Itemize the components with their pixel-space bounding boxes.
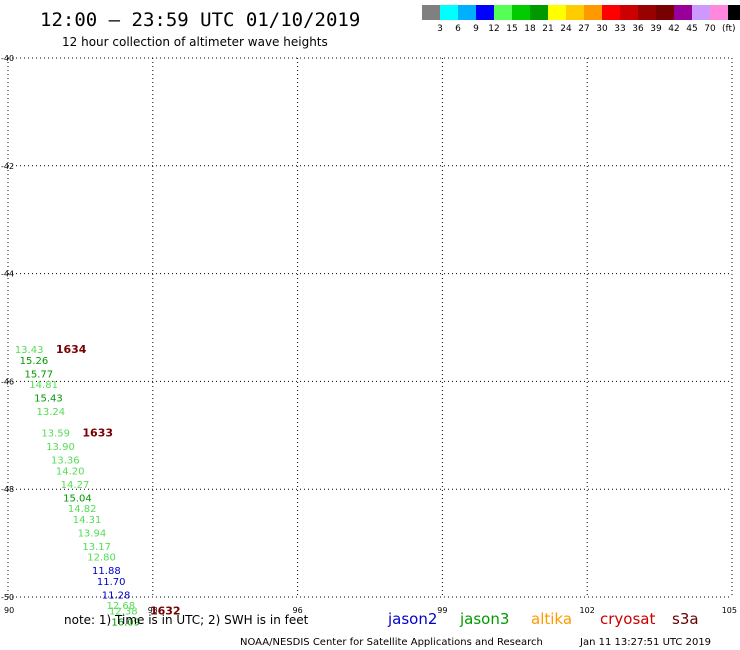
legend-swatch — [476, 5, 494, 20]
legend-bin-label: 15 — [506, 24, 517, 34]
legend-bin-label: 30 — [596, 24, 608, 34]
legend-swatch — [548, 5, 566, 20]
swh-value: 14.27 — [61, 480, 90, 491]
satellite-jason3: jason3 — [459, 610, 509, 628]
color-legend: 3 6 9 12 15 18 21 24 27 30 33 36 39 42 45 70 (ft) — [422, 5, 740, 34]
chart-title: 12:00 – 23:59 UTC 01/10/2019 — [40, 9, 360, 31]
swh-value: 14.20 — [56, 466, 85, 477]
x-axis-tick-labels: 90 93 96 99 102 105 — [4, 606, 737, 615]
legend-swatch — [638, 5, 656, 20]
y-tick-label: -40 — [1, 54, 14, 63]
swh-value: 15.26 — [20, 356, 49, 367]
x-tick-label: 105 — [722, 606, 737, 615]
swh-value: 11.70 — [97, 577, 126, 588]
x-tick-label: 99 — [437, 606, 447, 615]
legend-bin-label: 12 — [488, 24, 499, 34]
legend-swatch — [692, 5, 710, 20]
legend-swatch — [656, 5, 674, 20]
pass-time: 1634 — [56, 343, 87, 356]
y-tick-label: -42 — [1, 162, 14, 171]
swh-value: 13.36 — [51, 456, 80, 467]
swh-value: 11.88 — [92, 566, 121, 577]
chart-subtitle: 12 hour collection of altimeter wave hei… — [62, 35, 328, 49]
legend-swatch — [620, 5, 638, 20]
generated-timestamp: Jan 11 13:27:51 UTC 2019 — [579, 637, 711, 648]
swh-value: 12.38 — [109, 606, 138, 617]
swh-value: 16.09 — [111, 617, 140, 628]
swh-value: 13.59 — [41, 429, 70, 440]
legend-swatch — [530, 5, 548, 20]
grid — [7, 57, 733, 598]
legend-swatch — [422, 5, 440, 20]
swh-value: 13.17 — [82, 542, 111, 553]
satellite-cryosat: cryosat — [600, 610, 655, 628]
x-tick-label: 102 — [580, 606, 595, 615]
legend-bin-label: 45 — [686, 24, 697, 34]
legend-bin-label: 9 — [473, 24, 479, 34]
pass-time: 1632 — [150, 604, 181, 617]
swh-value: 12.80 — [87, 553, 116, 564]
swh-value: 13.43 — [15, 345, 44, 356]
y-tick-label: -46 — [1, 377, 14, 386]
swh-value: 12.68 — [107, 601, 136, 612]
x-tick-label: 93 — [148, 606, 158, 615]
legend-bin-label: 42 — [668, 24, 679, 34]
legend-bin-label: 70 — [704, 24, 716, 34]
y-tick-label: -50 — [1, 593, 14, 602]
legend-swatch — [710, 5, 728, 20]
legend-swatch — [674, 5, 692, 20]
satellite-altika: altika — [531, 610, 572, 628]
legend-bin-label: 33 — [614, 24, 625, 34]
legend-swatch — [494, 5, 512, 20]
y-axis-tick-labels: -40 -42 -44 -46 -48 -50 — [1, 54, 14, 602]
legend-bin-label: 21 — [542, 24, 553, 34]
legend-bin-label: 3 — [437, 24, 443, 34]
legend-bin-label: 36 — [632, 24, 644, 34]
legend-swatch — [602, 5, 620, 20]
satellite-legend: jason2 jason3 altika cryosat s3a — [387, 610, 699, 628]
swh-value: 15.77 — [24, 369, 53, 380]
swh-value: 11.28 — [102, 590, 131, 601]
legend-swatch — [584, 5, 602, 20]
legend-swatch — [458, 5, 476, 20]
legend-bin-label: 39 — [650, 24, 662, 34]
swh-value: 14.82 — [68, 504, 97, 515]
swh-value: 13.90 — [46, 442, 75, 453]
swh-value: 15.04 — [63, 493, 92, 504]
y-tick-label: -44 — [1, 270, 14, 279]
legend-unit: (ft) — [722, 24, 736, 34]
x-tick-label: 90 — [4, 606, 14, 615]
x-tick-label: 96 — [293, 606, 303, 615]
y-tick-label: -48 — [1, 485, 14, 494]
legend-bin-label: 18 — [524, 24, 536, 34]
pass-time-labels: 1634 1633 1632 — [56, 343, 181, 617]
swh-value: 13.94 — [78, 528, 107, 539]
swh-value: 13.24 — [37, 407, 66, 418]
legend-bin-label: 24 — [560, 24, 572, 34]
swh-value: 14.81 — [29, 380, 58, 391]
units-note: note: 1) Time is in UTC; 2) SWH is in fe… — [64, 613, 309, 627]
legend-swatch — [566, 5, 584, 20]
swh-value: 15.43 — [34, 394, 63, 405]
legend-bin-label: 6 — [455, 24, 461, 34]
pass-time: 1633 — [82, 427, 113, 440]
legend-swatch — [440, 5, 458, 20]
legend-swatch — [728, 5, 740, 20]
satellite-s3a: s3a — [672, 610, 699, 628]
legend-swatch — [512, 5, 530, 20]
credit-text: NOAA/NESDIS Center for Satellite Applica… — [240, 637, 543, 648]
legend-bin-label: 27 — [578, 24, 589, 34]
swh-value: 14.31 — [73, 515, 102, 526]
satellite-jason2: jason2 — [387, 610, 437, 628]
